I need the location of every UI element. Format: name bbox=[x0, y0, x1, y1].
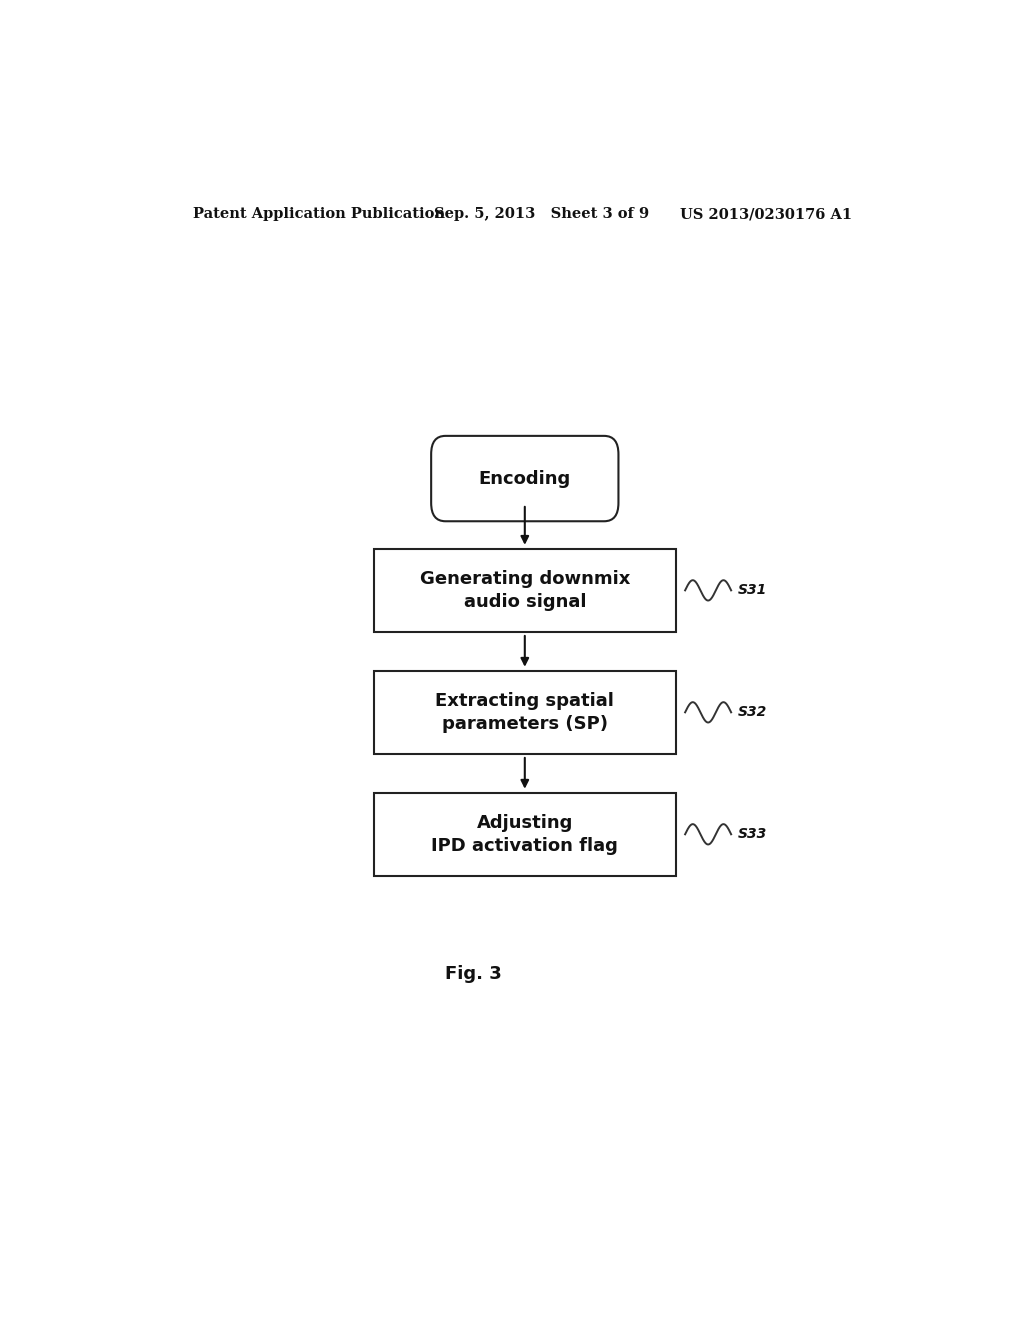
Text: S31: S31 bbox=[737, 583, 767, 598]
Text: Sep. 5, 2013   Sheet 3 of 9: Sep. 5, 2013 Sheet 3 of 9 bbox=[433, 207, 648, 222]
Text: Patent Application Publication: Patent Application Publication bbox=[194, 207, 445, 222]
FancyBboxPatch shape bbox=[431, 436, 618, 521]
Text: S32: S32 bbox=[737, 705, 767, 719]
Text: Extracting spatial
parameters (SP): Extracting spatial parameters (SP) bbox=[435, 692, 614, 733]
FancyBboxPatch shape bbox=[374, 671, 676, 754]
Text: Encoding: Encoding bbox=[478, 470, 571, 487]
Text: Adjusting
IPD activation flag: Adjusting IPD activation flag bbox=[431, 813, 618, 855]
Text: S33: S33 bbox=[737, 828, 767, 841]
FancyBboxPatch shape bbox=[374, 549, 676, 632]
Text: Fig. 3: Fig. 3 bbox=[444, 965, 502, 982]
Text: Generating downmix
audio signal: Generating downmix audio signal bbox=[420, 569, 630, 611]
FancyBboxPatch shape bbox=[374, 792, 676, 876]
Text: US 2013/0230176 A1: US 2013/0230176 A1 bbox=[680, 207, 852, 222]
